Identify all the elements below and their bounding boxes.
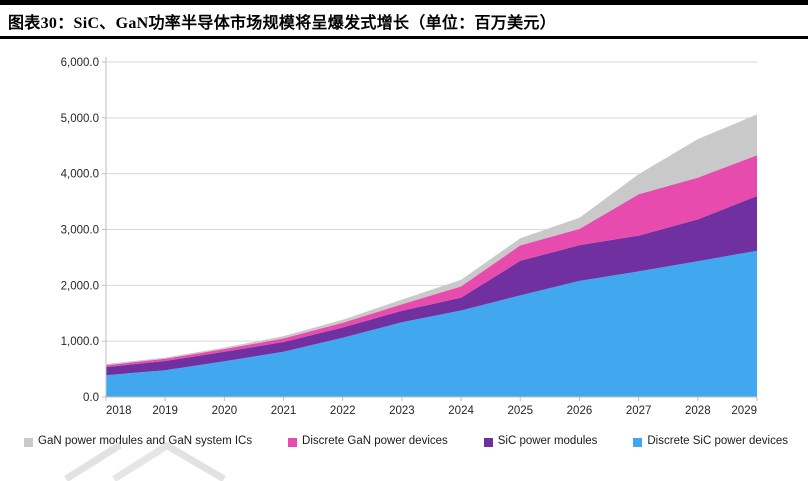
legend-item-discrete-gan-power-devices: Discrete GaN power devices xyxy=(288,436,448,448)
x-tick-label: 2019 xyxy=(152,405,178,417)
x-tick-label: 2023 xyxy=(389,405,415,417)
y-tick-label: 4,000.0 xyxy=(61,169,99,181)
legend-swatch xyxy=(633,437,643,447)
legend-label: Discrete GaN power devices xyxy=(302,435,448,448)
x-tick-label: 2025 xyxy=(507,405,533,417)
legend-swatch xyxy=(288,437,298,447)
legend-label: SiC power modules xyxy=(497,435,598,448)
area-series-discrete-sic-power-devices xyxy=(106,250,757,397)
legend-swatch xyxy=(483,437,493,447)
market-area-chart: 0.0 1,000.0 2,000.0 3,000.0 4,000.0 5,000.0 6,… xyxy=(61,57,758,417)
y-tick-label: 2,000.0 xyxy=(61,280,99,292)
legend-item-gan-power-modules-and-gan-system-ics: GaN power modules and GaN system ICs xyxy=(24,436,252,448)
x-tick-label: 2021 xyxy=(271,405,297,417)
top-rule xyxy=(0,0,808,5)
chart-title: 图表30：SiC、GaN功率半导体市场规模将呈爆发式增长（单位：百万美元） xyxy=(8,15,556,32)
y-tick-label: 6,000.0 xyxy=(61,57,99,69)
title-underline xyxy=(0,36,808,39)
legend-item-sic-power-modules: SiC power modules xyxy=(483,435,598,448)
legend-label: GaN power modules and GaN system ICs xyxy=(38,435,253,448)
x-tick-label: 2029 xyxy=(731,405,757,417)
legend-label: Discrete SiC power devices xyxy=(647,435,788,448)
legend-item-discrete-sic-power-devices: Discrete SiC power devices xyxy=(633,436,788,448)
y-tick-label: 5,000.0 xyxy=(61,113,99,125)
legend-swatch xyxy=(24,437,33,447)
x-tick-label: 2018 xyxy=(106,405,132,417)
x-tick-label: 2027 xyxy=(626,405,652,417)
x-tick-label: 2022 xyxy=(330,405,356,417)
y-tick-label: 0.0 xyxy=(83,392,99,404)
x-tick-label: 2028 xyxy=(685,405,711,417)
x-tick-label: 2026 xyxy=(567,405,593,417)
x-tick-label: 2024 xyxy=(448,405,474,417)
x-tick-label: 2020 xyxy=(212,405,238,417)
y-tick-label: 3,000.0 xyxy=(61,225,99,237)
chart-legend: GaN power modules and GaN system ICs Disc… xyxy=(24,433,788,451)
chart-container: 0.0 1,000.0 2,000.0 3,000.0 4,000.0 5,000.0 6,… xyxy=(30,55,790,429)
y-tick-label: 1,000.0 xyxy=(61,336,99,348)
